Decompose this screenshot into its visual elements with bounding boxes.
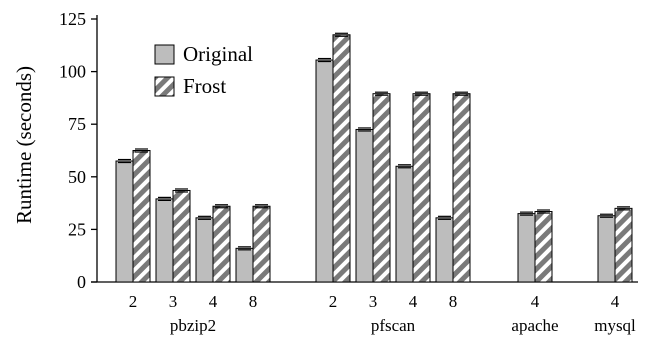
y-tick-label: 50 — [68, 167, 86, 187]
y-tick-label: 100 — [59, 62, 86, 82]
x-category-label: 4 — [531, 292, 540, 311]
x-category-label: 8 — [249, 292, 258, 311]
x-group-label: apache — [511, 316, 558, 335]
bar-original — [355, 128, 374, 283]
x-category-label: 3 — [169, 292, 178, 311]
bar-frost — [412, 93, 431, 283]
x-group-label: pbzip2 — [170, 316, 216, 335]
bar-original — [115, 160, 134, 283]
x-category-label: 2 — [329, 292, 338, 311]
bar-frost — [332, 34, 351, 283]
bar-original — [195, 217, 214, 283]
bar-frost — [534, 211, 553, 283]
legend-label-original: Original — [183, 42, 253, 66]
bar-original — [155, 198, 174, 283]
bar-frost — [614, 207, 633, 283]
bar-original — [597, 215, 616, 283]
x-group-label: pfscan — [371, 316, 416, 335]
legend-swatch-original — [154, 44, 175, 65]
bar-original — [315, 59, 334, 283]
y-tick-label: 25 — [68, 219, 86, 239]
bar-frost — [172, 189, 191, 283]
bar-original — [517, 213, 536, 283]
x-category-label: 4 — [409, 292, 418, 311]
x-category-label: 3 — [369, 292, 378, 311]
x-group-label: mysql — [594, 316, 636, 335]
y-axis-label: Runtime (seconds) — [12, 66, 36, 224]
bar-frost — [372, 93, 391, 283]
x-category-label: 4 — [611, 292, 620, 311]
bar-original — [235, 247, 254, 283]
bar-frost — [132, 150, 151, 283]
legend-swatch-frost — [154, 76, 175, 97]
labels: 0 25 50 75 100 125 2 3 4 8 pbzip2 2 3 4 8 pfscan 4 apache… — [59, 9, 636, 335]
y-tick-label: 0 — [77, 272, 86, 292]
bar-frost — [252, 205, 271, 283]
y-tick-label: 125 — [59, 9, 86, 29]
legend-label-frost: Frost — [183, 74, 226, 98]
bars — [115, 32, 633, 283]
bar-frost — [212, 205, 231, 283]
legend: Original Frost — [154, 42, 253, 98]
bar-original — [435, 217, 454, 283]
x-category-label: 4 — [209, 292, 218, 311]
bar-frost — [452, 93, 471, 283]
y-tick-label: 75 — [68, 114, 86, 134]
x-category-label: 2 — [129, 292, 138, 311]
bar-original — [395, 165, 414, 283]
x-category-label: 8 — [449, 292, 458, 311]
